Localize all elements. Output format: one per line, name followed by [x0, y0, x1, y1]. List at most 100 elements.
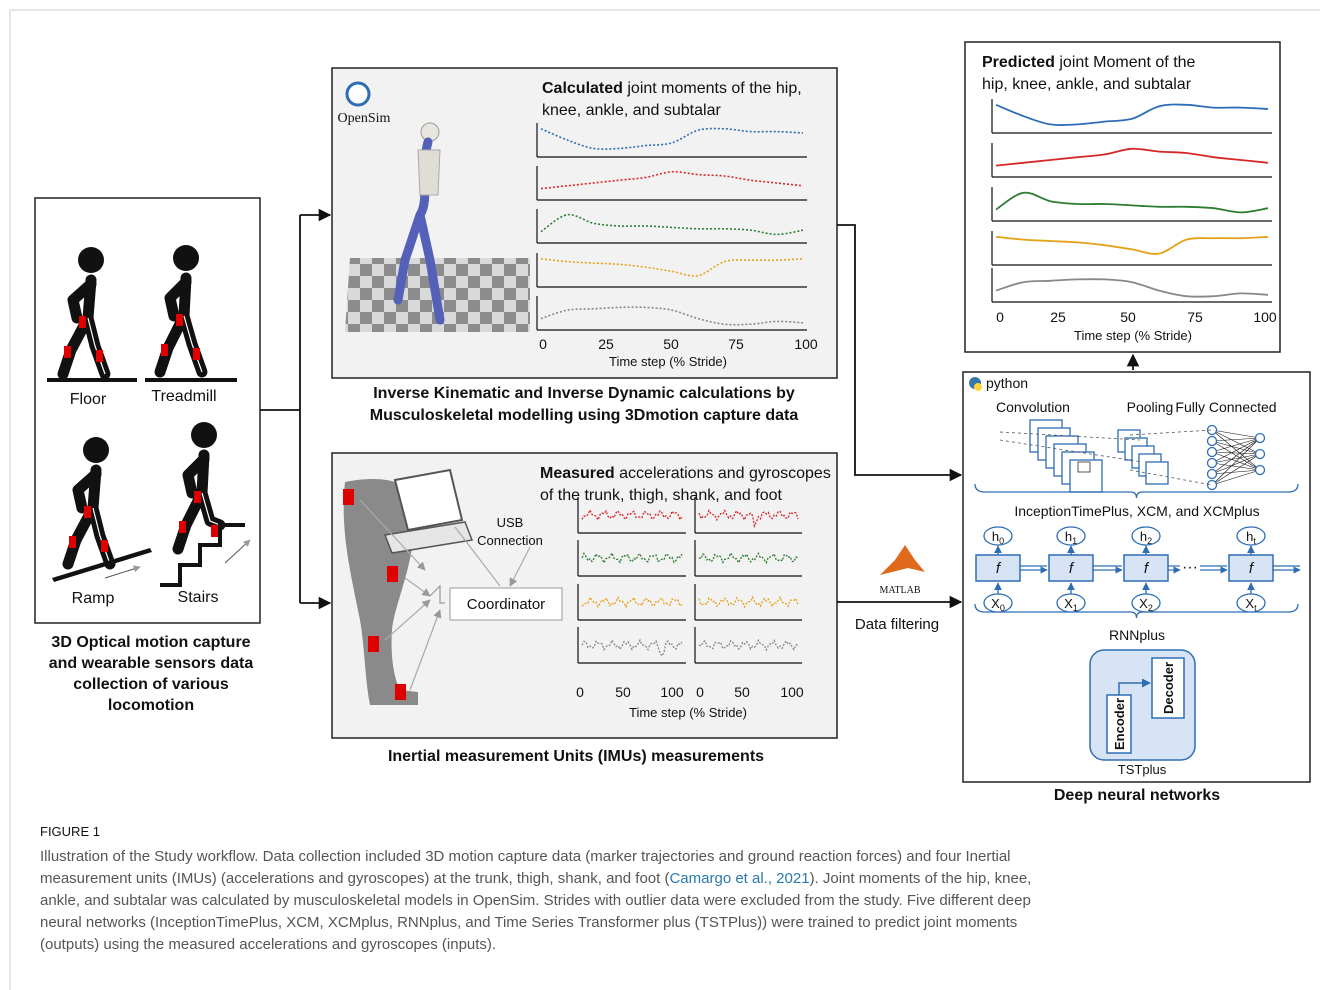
fc-edge [1211, 462, 1261, 471]
direction-arrow [104, 565, 141, 579]
usb-line [454, 526, 501, 587]
walker-arm [182, 453, 210, 499]
fc-edge [1211, 429, 1261, 455]
fc-edge [1211, 451, 1261, 455]
sensor-marker [69, 536, 76, 548]
rnn-node [1131, 526, 1161, 546]
tst-arrow [1118, 678, 1151, 695]
tst-label: TSTplus [1118, 762, 1167, 777]
signal-arrow [384, 599, 431, 641]
rnn-cell-label: f [1144, 560, 1150, 577]
floor-line [47, 378, 137, 382]
collection-caption: 3D Optical motion capture and wearable s… [49, 634, 254, 714]
rnn-node-label: X2 [1139, 596, 1153, 613]
heading-bold: Calculated [542, 80, 623, 97]
predicted-curve [995, 103, 1269, 127]
fc-edge [1211, 437, 1261, 486]
walker-head [78, 247, 104, 273]
panel-heading: of the trunk, thigh, shank, and foot [540, 487, 782, 504]
panel-caption: Deep neural networks [1054, 787, 1220, 804]
panel-heading: knee, ankle, and subtalar [542, 102, 721, 119]
x-tick-label: 50 [1120, 309, 1136, 325]
sensor-marker [101, 540, 108, 552]
fc-neuron [1254, 448, 1266, 460]
caption-line: and wearable sensors data [49, 655, 254, 672]
caption-text: measurement units (IMUs) (accelerations … [40, 870, 669, 887]
fc-neuron [1206, 435, 1218, 447]
rnn-node [1056, 593, 1086, 613]
x-tick-label: 0 [539, 336, 547, 352]
stairs [160, 523, 245, 587]
x-axis-label: Time step (% Stride) [629, 705, 747, 720]
caption-line: collection of various [73, 676, 229, 693]
rnn-node-label: ht [1246, 529, 1256, 546]
encoder-label: Encoder [1112, 698, 1127, 750]
citation-link[interactable]: Camargo et al., 2021 [669, 870, 809, 887]
node-sub: t [1254, 603, 1257, 613]
encoder-box [1106, 694, 1132, 754]
walker-outline [201, 492, 221, 526]
imu-sensor [387, 566, 398, 582]
node-base: h [1246, 529, 1253, 544]
x-tick-label: 25 [598, 336, 614, 352]
panel-heading: Measured accelerations and gyroscopes [540, 465, 831, 482]
predicted-curve [995, 235, 1269, 255]
filtering-label: Data filtering [855, 616, 939, 633]
walker-figure [62, 437, 116, 570]
signal-arrow [359, 499, 426, 571]
connectors [260, 208, 1140, 610]
rnn-node [1131, 593, 1161, 613]
node-sub: 0 [999, 536, 1004, 546]
predicted-panel [964, 41, 1281, 353]
calculated-curve [540, 306, 804, 326]
x-tick-label: 0 [996, 309, 1004, 325]
x-tick-label: 50 [734, 684, 750, 700]
rnn-node [1236, 526, 1266, 546]
laptop-base [383, 521, 474, 554]
walker-figure [154, 245, 208, 378]
caption-line: locomotion [108, 697, 194, 714]
calculated-curve [540, 127, 804, 150]
x-tick-label: 25 [1050, 309, 1066, 325]
calculated-curve [540, 170, 804, 190]
panel-heading: Calculated joint moments of the hip, [542, 80, 802, 97]
signal-arrow [409, 609, 442, 691]
layer-label: Pooling [1127, 399, 1174, 415]
panel-caption: Inverse Kinematic and Inverse Dynamic ca… [373, 385, 795, 402]
panel-caption: Musculoskeletal modelling using 3Dmotion… [370, 407, 799, 424]
mode-label: Floor [70, 391, 107, 408]
caption-line: (outputs) using the measured acceleratio… [40, 936, 496, 953]
fc-neuron [1254, 432, 1266, 444]
rnn-label: RNNplus [1109, 627, 1165, 643]
heading-text: joint moments of the hip, [623, 80, 802, 97]
heading-text: accelerations and gyroscopes [615, 465, 831, 482]
opensim-logo [345, 81, 371, 107]
pool-map [1145, 461, 1169, 485]
walker-outline [183, 315, 203, 373]
x-tick-label: 0 [696, 684, 704, 700]
connector [837, 224, 963, 482]
sensor-marker [176, 314, 183, 326]
node-base: X [1245, 596, 1254, 611]
node-sub: 0 [1000, 603, 1005, 613]
x-axis-label: Time step (% Stride) [609, 354, 727, 369]
node-sub: 2 [1147, 536, 1152, 546]
walker-figure [57, 247, 111, 380]
decoder-label: Decoder [1161, 662, 1176, 714]
predicted-curve [995, 278, 1269, 298]
x-tick-label: 100 [780, 684, 804, 700]
laptop-screen [393, 468, 464, 532]
fc-edge [1211, 437, 1261, 453]
caption-line: ankle, and subtalar was calculated by mu… [40, 892, 1031, 909]
node-base: h [1065, 529, 1072, 544]
mode-label: Ramp [72, 590, 115, 607]
signal-arrow [404, 577, 431, 597]
fc-edge [1211, 437, 1261, 475]
rnn-node [983, 526, 1013, 546]
ramp [52, 548, 152, 582]
fc-edge [1211, 453, 1261, 475]
imu-signal [698, 638, 799, 652]
python-label: python [986, 375, 1028, 391]
mode-label: Treadmill [151, 388, 216, 405]
rnn-node-label: X1 [1064, 596, 1078, 613]
